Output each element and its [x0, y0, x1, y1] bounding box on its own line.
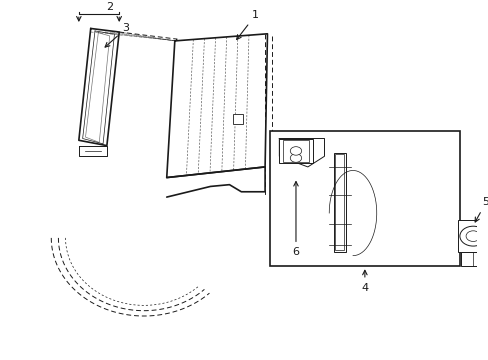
Text: 1: 1 — [236, 10, 259, 40]
Bar — [283, 140, 308, 162]
Text: 4: 4 — [361, 270, 367, 293]
Bar — [460, 252, 483, 266]
Polygon shape — [166, 167, 264, 197]
Text: 6: 6 — [292, 181, 299, 257]
Bar — [279, 139, 312, 163]
Text: 5: 5 — [474, 197, 488, 222]
Polygon shape — [79, 28, 119, 145]
Text: 2: 2 — [106, 2, 113, 12]
Circle shape — [465, 231, 479, 242]
Circle shape — [459, 226, 486, 246]
Circle shape — [290, 154, 301, 162]
Circle shape — [290, 147, 301, 155]
Bar — [335, 154, 344, 250]
Bar — [333, 153, 345, 252]
Bar — [269, 131, 459, 266]
Polygon shape — [166, 34, 267, 177]
Bar — [457, 220, 488, 252]
Bar — [232, 114, 243, 124]
Text: 3: 3 — [105, 23, 129, 47]
